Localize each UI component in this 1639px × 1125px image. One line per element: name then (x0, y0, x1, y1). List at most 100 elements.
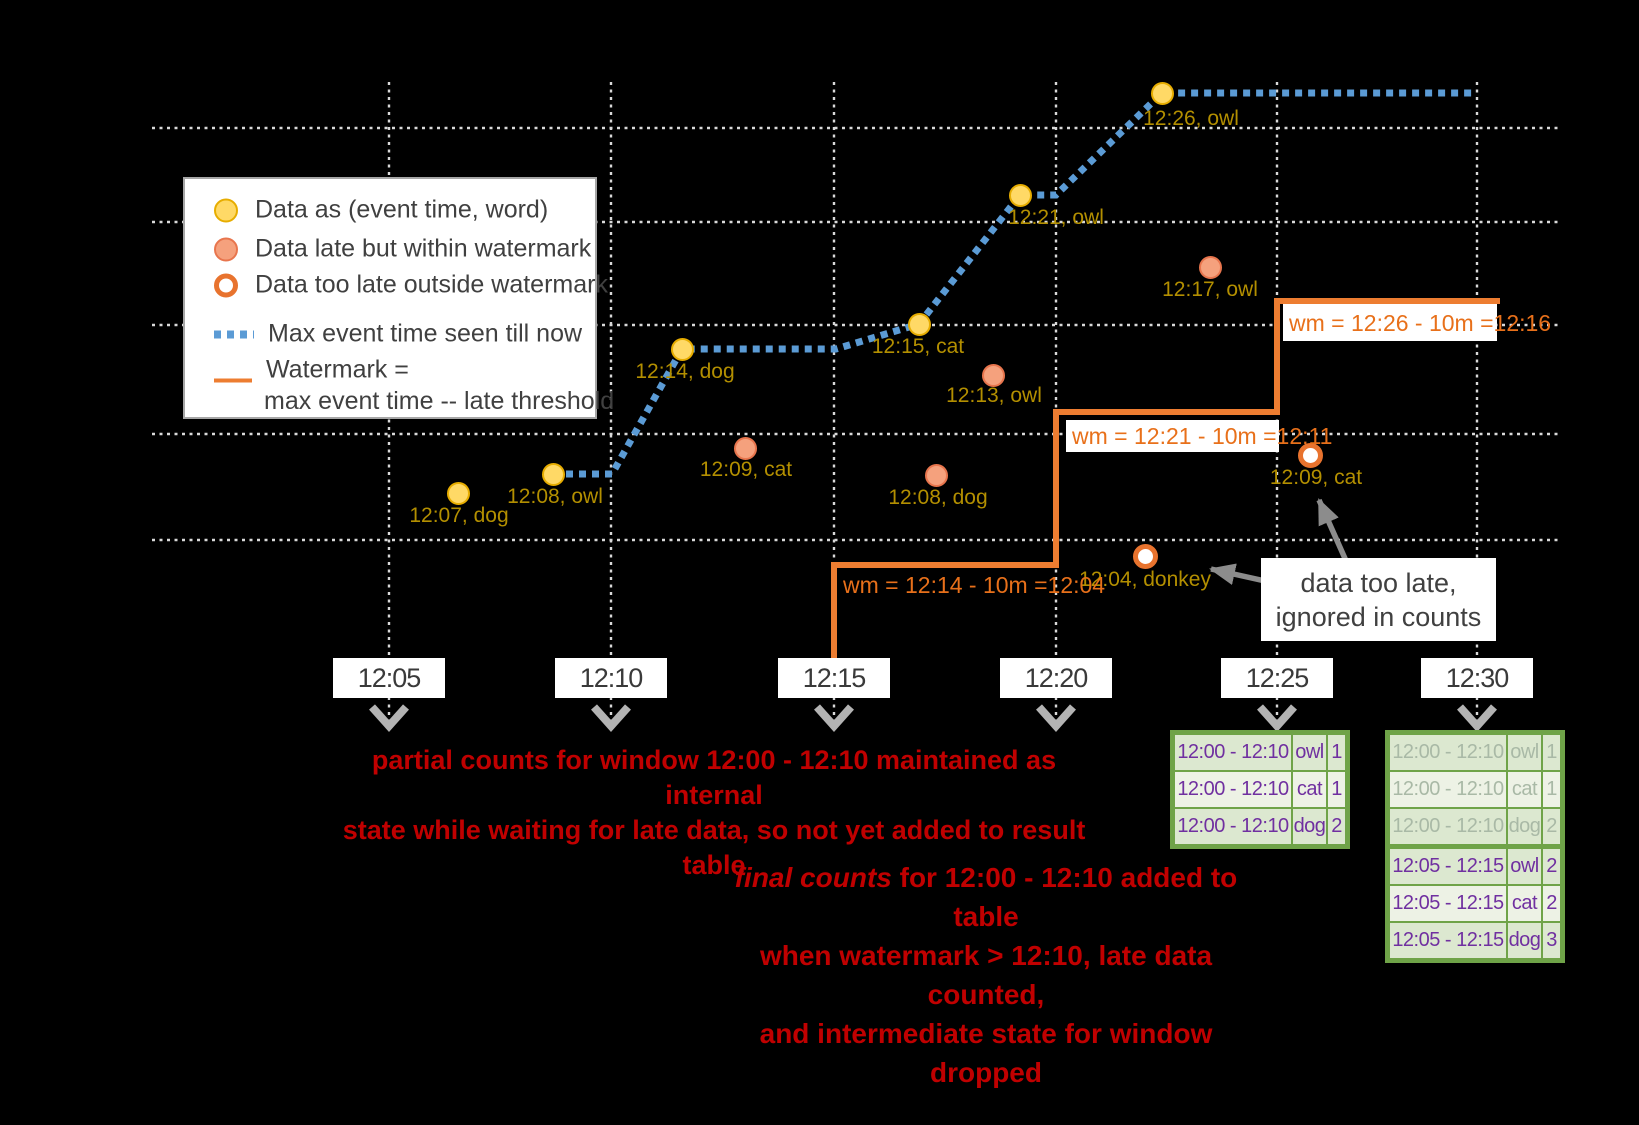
axis-tick-label: 12:10 (555, 658, 667, 698)
annotation-partial-line1: partial counts for window 12:00 - 12:10 … (371, 745, 1057, 810)
data-point-too-late (1297, 442, 1323, 468)
data-point-label: 12:13, owl (946, 384, 1042, 407)
axis-arrowhead-icon (814, 704, 854, 732)
axis-arrowhead-icon (369, 704, 409, 732)
table-cell-window: 12:05 - 12:15 (1390, 923, 1506, 958)
too-late-line2: ignored in counts (1275, 601, 1482, 632)
result-table: 12:00 - 12:10 owl 1 12:00 - 12:10 cat 1 12:00 … (1385, 730, 1565, 963)
table-cell-word: owl (1508, 849, 1541, 884)
data-point-on-time (1150, 81, 1174, 105)
table-cell-window: 12:00 - 12:10 (1390, 772, 1506, 807)
axis-tick-label: 12:20 (1000, 658, 1112, 698)
legend-item: Data late but within watermark (214, 235, 591, 264)
watermark-line-icon (214, 378, 252, 383)
table-cell-count: 1 (1328, 735, 1345, 770)
late-point-icon (214, 237, 238, 261)
annotation-final-emphasis: final counts (734, 862, 892, 893)
legend-item-label-line2: max event time -- late threshold (264, 387, 615, 415)
legend-item-label: Data as (event time, word) (255, 195, 549, 224)
legend-item: Max event time seen till now (214, 320, 582, 349)
table-cell-count: 2 (1543, 886, 1560, 921)
table-cell-window: 12:00 - 12:10 (1175, 735, 1291, 770)
table-cell-count: 1 (1543, 772, 1560, 807)
max-event-time-line (553, 89, 1477, 478)
axis-tick-label: 12:15 (778, 658, 890, 698)
table-cell-word: owl (1293, 735, 1326, 770)
data-point-label: 12:09, cat (699, 458, 793, 481)
data-point-label: 12:04, donkey (1079, 568, 1211, 591)
data-point-label: 12:08, owl (507, 485, 603, 508)
data-point-late (1198, 255, 1222, 279)
data-point-label: 12:26, owl (1143, 107, 1239, 130)
axis-tick-label: 12:05 (333, 658, 445, 698)
legend-item: Data too late outside watermark (214, 271, 608, 300)
legend-item: Watermark = (214, 356, 409, 385)
legend-item-label: Data too late outside watermark (255, 270, 608, 299)
too-late-line1: data too late, (1300, 567, 1457, 598)
table-cell-window: 12:05 - 12:15 (1390, 849, 1506, 884)
axis-arrowhead-icon (1457, 704, 1497, 732)
too-late-callout: data too late, ignored in counts (1261, 558, 1496, 641)
watermark-value-label: wm = 12:26 - 10m =12:16 (1283, 304, 1551, 341)
table-cell-word: dog (1508, 923, 1541, 958)
legend-item-label: Data late but within watermark (255, 234, 592, 263)
table-cell-word: cat (1293, 772, 1326, 807)
watermark-value-label: wm = 12:21 - 10m =12:11 (1066, 420, 1332, 452)
table-cell-count: 1 (1328, 772, 1345, 807)
data-point-label: 12:14, dog (635, 360, 735, 383)
table-cell-count: 3 (1543, 923, 1560, 958)
annotation-final-line1-rest: for 12:00 - 12:10 added to table (891, 862, 1238, 932)
watermark-value-label: wm = 12:14 - 10m =12:04 (843, 572, 1106, 598)
axis-tick-label: 12:30 (1421, 658, 1533, 698)
data-point-late (981, 363, 1005, 387)
result-table: 12:00 - 12:10 owl 1 12:00 - 12:10 cat 1 12:00 … (1170, 730, 1350, 849)
max-event-line-icon (214, 330, 254, 338)
legend-item: Data as (event time, word) (214, 196, 548, 225)
data-point-on-time (1008, 183, 1032, 207)
table-cell-window: 12:00 - 12:10 (1175, 772, 1291, 807)
table-cell-word: cat (1508, 772, 1541, 807)
annotation-final-line1: final counts for 12:00 - 12:10 added to … (700, 858, 1272, 936)
data-point-late (733, 436, 757, 460)
data-point-too-late (1132, 543, 1158, 569)
data-point-on-time (907, 312, 931, 336)
data-point-on-time (446, 481, 470, 505)
watermark-line (831, 298, 1500, 659)
table-cell-count: 2 (1328, 809, 1345, 844)
annotation-final-line3: and intermediate state for window droppe… (759, 1018, 1213, 1088)
data-point-label: 12:09, cat (1269, 466, 1363, 489)
axis-arrowhead-icon (591, 704, 631, 732)
data-point-label: 12:15, cat (871, 335, 965, 358)
table-cell-window: 12:00 - 12:10 (1175, 809, 1291, 844)
ontime-point-icon (214, 198, 238, 222)
annotation-partial-line2: state while waiting for late data, so no… (342, 815, 1086, 880)
legend: Data as (event time, word) Data late but … (183, 177, 614, 419)
gridlines (152, 82, 1562, 720)
table-cell-window: 12:00 - 12:10 (1390, 735, 1506, 770)
data-point-label: 12:21, owl (1008, 206, 1104, 229)
data-point-label: 12:07, dog (409, 504, 509, 527)
annotation-final-counts: final counts for 12:00 - 12:10 added to … (700, 858, 1272, 1092)
data-point-label: 12:17, owl (1162, 278, 1258, 301)
table-cell-word: dog (1293, 809, 1326, 844)
axis-arrowhead-icon (1257, 704, 1297, 732)
table-cell-word: owl (1508, 735, 1541, 770)
axis-tick-label: 12:25 (1221, 658, 1333, 698)
table-cell-count: 1 (1543, 735, 1560, 770)
too-late-point-icon (214, 273, 238, 297)
data-point-on-time (541, 462, 565, 486)
table-section-divider (1390, 846, 1560, 847)
axis-arrowhead-icon (1036, 704, 1076, 732)
annotation-final-line2: when watermark > 12:10, late data counte… (759, 940, 1213, 1010)
data-point-on-time (670, 337, 694, 361)
annotation-partial-counts: partial counts for window 12:00 - 12:10 … (333, 743, 1095, 883)
table-cell-count: 2 (1543, 849, 1560, 884)
legend-item-label: Max event time seen till now (268, 319, 583, 348)
table-cell-window: 12:05 - 12:15 (1390, 886, 1506, 921)
table-cell-count: 2 (1543, 809, 1560, 844)
table-cell-word: dog (1508, 809, 1541, 844)
data-point-label: 12:08, dog (888, 486, 988, 509)
data-point-late (924, 463, 948, 487)
